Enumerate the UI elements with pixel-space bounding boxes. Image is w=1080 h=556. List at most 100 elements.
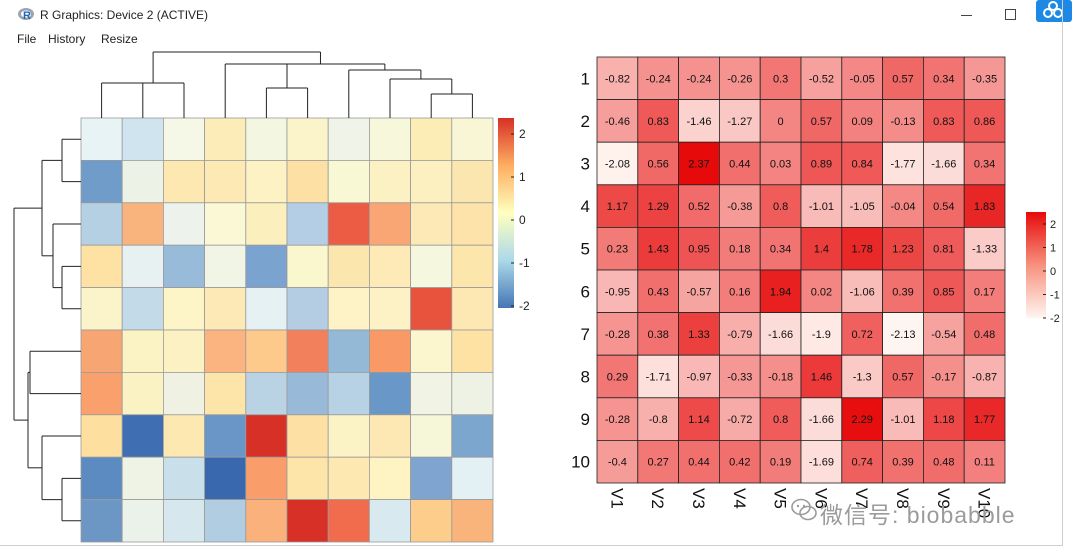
cell-value-label: 2.37 <box>688 159 709 171</box>
cell-value-label: -0.54 <box>931 329 956 341</box>
cell-value-label: -0.05 <box>850 73 875 85</box>
cell-value-label: 0.84 <box>851 159 872 171</box>
heatmap-cell <box>286 244 329 288</box>
cell-value-label: 0.16 <box>729 286 750 298</box>
cell-value-label: 0.38 <box>647 329 668 341</box>
menu-file[interactable]: File <box>17 32 37 46</box>
cell-value-label: -0.33 <box>727 372 752 384</box>
heatmap-cell <box>368 414 411 458</box>
heatmap-cell <box>882 439 924 484</box>
heatmap-cell <box>759 56 802 100</box>
heatmap-cell <box>637 439 679 484</box>
heatmap-cell <box>841 99 883 143</box>
color-legend <box>498 118 514 308</box>
heatmap-cell <box>923 269 965 313</box>
heatmap-cell <box>162 371 205 416</box>
cell-value-label: -1.06 <box>850 286 875 298</box>
heatmap-cell <box>286 202 329 246</box>
cell-value-label: 0.57 <box>892 73 913 85</box>
cell-value-label: -0.72 <box>727 414 752 426</box>
heatmap-cell <box>162 414 205 458</box>
heatmap-cell <box>719 99 761 143</box>
heatmap-cell <box>368 371 411 416</box>
row-label: 6 <box>581 282 590 301</box>
legend-tick-label: 2 <box>1050 219 1056 231</box>
heatmap-cell <box>162 499 205 543</box>
legend-tick-label: -1 <box>1050 290 1060 302</box>
heatmap-cell <box>637 354 679 399</box>
legend-tick-label: 2 <box>519 127 526 141</box>
heatmap-cell <box>368 456 411 501</box>
heatmap-cell <box>286 371 329 416</box>
heatmap-cell <box>963 397 1006 441</box>
cell-value-label: 2.29 <box>851 414 872 426</box>
row-label: 3 <box>581 155 590 174</box>
legend-tick-label: -2 <box>519 299 530 313</box>
legend-tick-label: 1 <box>1050 243 1056 255</box>
heatmap-cell <box>368 329 411 373</box>
heatmap-cell <box>923 56 965 100</box>
maximize-button[interactable] <box>996 4 1024 26</box>
heatmap-cell <box>80 456 123 501</box>
heatmap-cell <box>800 184 843 228</box>
cell-value-label: 0.29 <box>607 372 628 384</box>
heatmap-cell <box>759 397 802 441</box>
heatmap-cell <box>800 439 843 484</box>
heatmap-cell <box>841 439 883 484</box>
cell-value-label: 0.17 <box>974 286 995 298</box>
heatmap-cell <box>327 159 370 204</box>
heatmap-cell <box>963 99 1006 143</box>
heatmap-cell <box>162 287 205 331</box>
heatmap-cell <box>410 287 453 331</box>
heatmap-cell <box>245 159 288 204</box>
heatmap-cell <box>327 244 370 288</box>
heatmap-cell <box>162 159 205 204</box>
heatmap-cell <box>204 202 247 246</box>
heatmap-cell <box>963 141 1006 186</box>
row-label: 10 <box>571 453 590 472</box>
heatmap-cell <box>327 414 370 458</box>
cell-value-label: -0.17 <box>931 372 956 384</box>
heatmap-cell <box>637 226 679 271</box>
menu-history[interactable]: History <box>48 32 86 46</box>
column-label: V2 <box>648 488 667 509</box>
heatmap-cell <box>800 269 843 313</box>
column-label: V4 <box>730 488 749 509</box>
cell-value-label: 1.77 <box>974 414 995 426</box>
heatmap-cell <box>451 117 494 161</box>
cell-value-label: 1.23 <box>892 244 913 256</box>
row-label: 4 <box>581 197 590 216</box>
heatmap-cell <box>410 414 453 458</box>
heatmap-cell <box>963 312 1006 356</box>
heatmap-cell <box>162 244 205 288</box>
cell-value-label: 0.44 <box>729 159 750 171</box>
heatmap-cell <box>719 56 761 100</box>
heatmap-cell <box>204 414 247 458</box>
svg-text:R: R <box>23 10 31 21</box>
cell-value-label: 0.54 <box>933 201 954 213</box>
cell-value-label: 1.14 <box>688 414 709 426</box>
heatmap-cell <box>121 287 164 331</box>
heatmap-cell <box>204 499 247 543</box>
heatmap-cell <box>923 226 965 271</box>
cell-value-label: 0.42 <box>729 457 750 469</box>
heatmap-cell <box>245 202 288 246</box>
cell-value-label: -0.04 <box>890 201 915 213</box>
heatmap-cell <box>245 287 288 331</box>
minimize-button[interactable] <box>952 4 980 26</box>
cell-value-label: -0.8 <box>649 414 668 426</box>
heatmap-cell <box>882 226 924 271</box>
heatmap-cell <box>286 287 329 331</box>
heatmap-cell <box>637 184 679 228</box>
heatmap-cell <box>841 397 883 441</box>
menu-resize[interactable]: Resize <box>101 32 138 46</box>
heatmap-cell <box>286 499 329 543</box>
heatmap-cell <box>678 141 720 186</box>
cell-value-label: 1.18 <box>933 414 954 426</box>
cell-value-label: -0.79 <box>727 329 752 341</box>
cell-value-label: 0.83 <box>933 116 954 128</box>
heatmap-cell <box>719 397 761 441</box>
heatmap-cell <box>719 312 761 356</box>
watermark: 微信号: biobabble <box>820 502 1016 528</box>
row-label: 2 <box>581 112 590 131</box>
